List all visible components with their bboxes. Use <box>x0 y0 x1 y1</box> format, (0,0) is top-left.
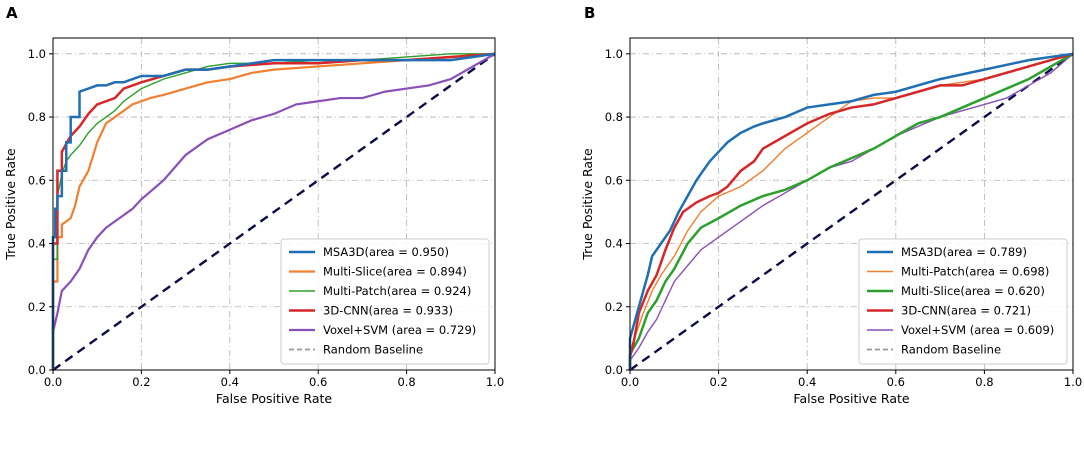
y-tick-label: 0.4 <box>28 237 46 251</box>
y-tick-label: 0.8 <box>605 110 623 124</box>
legend-label-0: MSA3D(area = 0.950) <box>323 245 449 259</box>
series-line-2 <box>628 52 1074 370</box>
y-axis-label: True Positive Rate <box>3 148 18 261</box>
legend-label-3: 3D-CNN(area = 0.933) <box>323 304 453 318</box>
legend-label-1: Multi-Patch(area = 0.698) <box>901 265 1049 279</box>
y-tick-label: 0.2 <box>605 300 623 314</box>
x-tick-label: 0.6 <box>309 375 327 389</box>
x-tick-label: 0.4 <box>798 375 816 389</box>
x-tick-label: 0.2 <box>709 375 727 389</box>
x-axis-label: False Positive Rate <box>793 391 909 406</box>
legend-label-1: Multi-Slice(area = 0.894) <box>323 265 467 279</box>
series-line-1 <box>51 52 496 370</box>
y-tick-label: 0.6 <box>605 173 623 187</box>
legend-box <box>280 238 490 365</box>
x-axis-label: False Positive Rate <box>216 391 332 406</box>
y-tick-label: 0.0 <box>28 363 46 377</box>
legend-label-5: Random Baseline <box>901 343 1001 357</box>
y-tick-label: 0.0 <box>605 363 623 377</box>
x-tick-label: 0.4 <box>221 375 239 389</box>
x-tick-label: 0.0 <box>44 375 62 389</box>
y-tick-label: 0.6 <box>28 173 46 187</box>
x-tick-label: 0.2 <box>132 375 150 389</box>
series-line-0 <box>628 52 1074 370</box>
x-tick-label: 1.0 <box>486 375 504 389</box>
x-tick-label: 1.0 <box>1064 375 1082 389</box>
y-tick-label: 1.0 <box>605 47 623 61</box>
legend-label-4: Voxel+SVM (area = 0.609) <box>901 323 1054 337</box>
series-line-3 <box>628 52 1074 370</box>
legend-label-3: 3D-CNN(area = 0.721) <box>901 304 1031 318</box>
legend-label-2: Multi-Slice(area = 0.620) <box>901 284 1045 298</box>
y-axis-label: True Positive Rate <box>580 148 595 261</box>
series-line-5 <box>52 52 496 371</box>
chart-panel-b: 0.0 0.2 0.4 0.6 0.8 1.0 0.0 0.2 0.4 0.6 0.8 1.0 Fals… <box>580 37 1082 406</box>
legend: MSA3D(area = 0.950) Multi-Slice(area = 0.… <box>280 238 490 365</box>
series-line-0 <box>51 52 496 370</box>
legend-label-0: MSA3D(area = 0.789) <box>901 245 1027 259</box>
x-tick-label: 0.8 <box>975 375 993 389</box>
series-line-4 <box>51 52 496 370</box>
chart-panel-a: 0.0 0.2 0.4 0.6 0.8 1.0 0.0 0.2 0.4 0.6 0.8 1.0 Fals… <box>3 37 504 406</box>
x-tick-label: 0.0 <box>621 375 639 389</box>
panel-label-a: A <box>6 4 18 22</box>
y-tick-label: 0.8 <box>28 110 46 124</box>
legend-label-2: Multi-Patch(area = 0.924) <box>323 284 471 298</box>
y-tick-label: 0.4 <box>605 237 623 251</box>
legend-label-5: Random Baseline <box>323 343 423 357</box>
legend: MSA3D(area = 0.789) Multi-Patch(area = 0.… <box>858 238 1068 365</box>
axes-frame <box>52 37 496 371</box>
x-tick-label: 0.6 <box>887 375 905 389</box>
y-tick-label: 1.0 <box>28 47 46 61</box>
series-line-5 <box>629 52 1074 371</box>
x-tick-label: 0.8 <box>397 375 415 389</box>
series-line-4 <box>629 53 1074 370</box>
y-tick-label: 0.2 <box>28 300 46 314</box>
legend-label-4: Voxel+SVM (area = 0.729) <box>323 323 476 337</box>
panel-label-b: B <box>584 4 595 22</box>
axes-frame <box>629 37 1074 371</box>
legend-box <box>858 238 1068 365</box>
